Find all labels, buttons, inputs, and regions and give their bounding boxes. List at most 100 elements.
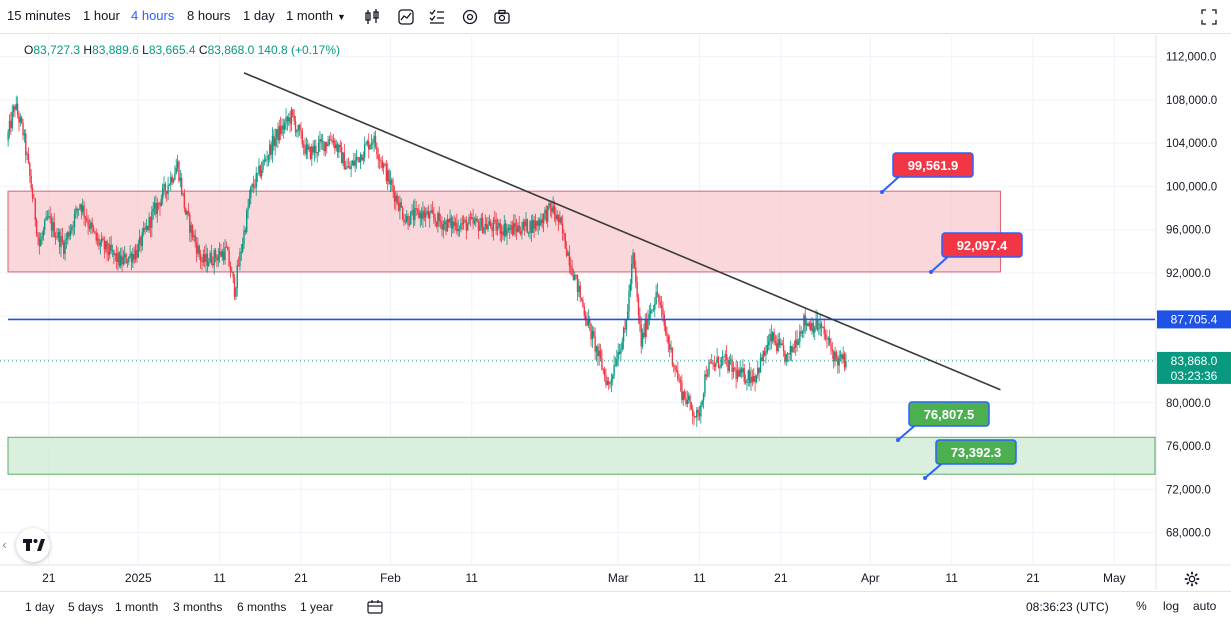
candle-down	[34, 199, 36, 221]
candle-down	[788, 353, 790, 355]
candle-down	[551, 207, 553, 213]
timeframe-1-month-dropdown[interactable]: 1 month ▼	[286, 8, 346, 23]
candle-down	[448, 219, 450, 223]
candle-up	[190, 225, 192, 233]
range-5-days[interactable]: 5 days	[68, 600, 104, 614]
ohlc-open-key: O	[24, 43, 34, 57]
candle-down	[582, 300, 584, 307]
candle-down	[509, 227, 511, 230]
candle-up	[167, 185, 169, 194]
candle-up	[235, 288, 237, 297]
x-tick-label: 11	[213, 571, 226, 585]
candle-down	[121, 255, 123, 265]
alerts-icon[interactable]	[427, 7, 447, 27]
candle-up	[616, 359, 618, 366]
candle-up	[267, 155, 270, 160]
percent-scale-toggle[interactable]: %	[1136, 599, 1147, 613]
candle-down	[95, 232, 97, 241]
candle-up	[405, 215, 408, 222]
candle-up	[410, 211, 412, 225]
candle-down	[579, 285, 581, 298]
candle-down	[418, 210, 420, 219]
candle-up	[73, 213, 76, 227]
candle-down	[743, 368, 745, 382]
candle-up	[670, 347, 672, 350]
descending-trend-line	[243, 72, 1001, 391]
auto-scale-toggle[interactable]: auto	[1193, 599, 1217, 613]
candle-down	[675, 369, 678, 371]
candle-down	[76, 208, 78, 211]
utc-clock[interactable]: 08:36:23 (UTC)	[1026, 600, 1109, 614]
candle-up	[99, 242, 102, 246]
candle-down	[607, 380, 610, 385]
candle-down	[330, 139, 332, 141]
candle-down	[545, 209, 548, 222]
indicators-icon[interactable]	[396, 7, 416, 27]
fullscreen-icon[interactable]	[1199, 7, 1219, 27]
x-tick-label: 21	[42, 571, 56, 585]
candle-up	[429, 212, 431, 219]
timeframe-1-hour[interactable]: 1 hour	[83, 8, 120, 23]
candle-up	[327, 144, 329, 146]
candle-down	[385, 164, 388, 182]
tradingview-logo-icon[interactable]	[16, 528, 50, 562]
candle-up	[247, 206, 249, 211]
candle-up	[757, 367, 759, 376]
candle-down	[830, 343, 832, 350]
candle-up	[134, 249, 137, 260]
y-tick-label: 100,000.0	[1166, 181, 1217, 193]
candle-up	[609, 382, 611, 385]
candle-up	[77, 208, 80, 211]
snapshot-icon[interactable]	[492, 7, 512, 27]
timeframe-1-day[interactable]: 1 day	[243, 8, 275, 23]
candle-down	[368, 141, 370, 150]
timeframe-4-hours[interactable]: 4 hours	[131, 8, 175, 23]
candle-down	[643, 332, 645, 337]
range-3-months[interactable]: 3 months	[173, 600, 223, 614]
candle-down	[140, 237, 142, 247]
callout-value: 76,807.5	[924, 407, 975, 422]
candle-up	[559, 217, 561, 223]
candle-up	[251, 184, 253, 187]
log-scale-toggle[interactable]: log	[1163, 599, 1180, 613]
candle-down	[536, 221, 538, 226]
candle-down	[823, 326, 825, 335]
chart-settings-gear-icon[interactable]	[1183, 570, 1201, 588]
date-range-icon[interactable]	[366, 598, 384, 616]
candle-up	[759, 357, 762, 373]
candle-up	[720, 357, 722, 368]
range-6-months[interactable]: 6 months	[237, 600, 287, 614]
timeframe-15-minutes[interactable]: 15 minutes	[7, 8, 71, 23]
range-1-month[interactable]: 1 month	[115, 600, 159, 614]
candle-up	[46, 216, 49, 218]
candle-down	[636, 282, 638, 298]
candle-down	[485, 223, 488, 230]
candle-down	[302, 144, 305, 147]
candle-up	[363, 144, 366, 158]
candle-down	[770, 333, 773, 342]
candle-down	[232, 271, 234, 278]
price-chart[interactable]: 99,561.9 92,097.4 76,807.5 73,392.3 112,000…	[0, 35, 1231, 590]
candle-up	[430, 210, 432, 213]
chevron-down-icon: ▼	[336, 12, 346, 22]
candle-up	[369, 145, 371, 150]
candle-down	[273, 135, 275, 147]
timeframe-8-hours[interactable]: 8 hours	[187, 8, 231, 23]
range-1-day[interactable]: 1 day	[25, 600, 55, 614]
candle-down	[63, 242, 65, 254]
settings-icon[interactable]	[460, 7, 480, 27]
candle-down	[339, 145, 341, 147]
candle-up	[128, 256, 130, 262]
candle-up	[647, 318, 649, 330]
scroll-left-icon[interactable]: ‹	[2, 538, 7, 552]
candle-up	[736, 370, 739, 380]
candle-up	[762, 350, 764, 362]
x-tick-label: 11	[945, 571, 958, 585]
candle-down	[831, 349, 834, 352]
candle-up	[263, 159, 266, 162]
range-1-year[interactable]: 1 year	[300, 600, 334, 614]
candles-icon[interactable]	[362, 7, 382, 27]
candle-down	[807, 323, 809, 327]
candle-down	[490, 221, 492, 227]
candle-up	[542, 213, 545, 224]
